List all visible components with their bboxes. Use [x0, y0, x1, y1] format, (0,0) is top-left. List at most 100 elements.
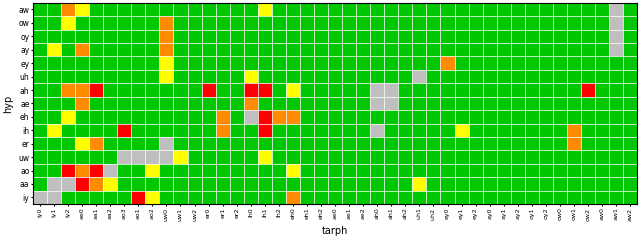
Bar	[511, 97, 525, 110]
Bar	[426, 97, 440, 110]
Bar	[202, 164, 216, 177]
Bar	[244, 150, 258, 164]
Bar	[384, 16, 398, 30]
Bar	[412, 43, 426, 56]
Bar	[384, 70, 398, 83]
Bar	[117, 30, 131, 43]
Bar	[609, 177, 623, 191]
Bar	[202, 43, 216, 56]
Bar	[159, 3, 173, 16]
Bar	[230, 191, 244, 204]
Bar	[117, 150, 131, 164]
Bar	[286, 137, 300, 150]
Bar	[272, 30, 286, 43]
Bar	[497, 70, 511, 83]
Bar	[272, 191, 286, 204]
Bar	[173, 137, 188, 150]
Bar	[426, 56, 440, 70]
Bar	[230, 70, 244, 83]
Bar	[539, 124, 553, 137]
Bar	[89, 137, 103, 150]
Bar	[47, 43, 61, 56]
Bar	[342, 191, 356, 204]
Bar	[131, 97, 145, 110]
Bar	[468, 16, 483, 30]
Bar	[426, 124, 440, 137]
Bar	[188, 137, 202, 150]
Bar	[370, 56, 384, 70]
Bar	[553, 83, 567, 97]
Bar	[370, 83, 384, 97]
Bar	[33, 124, 47, 137]
Bar	[356, 3, 370, 16]
Bar	[89, 97, 103, 110]
Bar	[61, 124, 75, 137]
Bar	[609, 30, 623, 43]
Bar	[553, 164, 567, 177]
Bar	[258, 56, 272, 70]
Bar	[567, 177, 581, 191]
Bar	[159, 177, 173, 191]
Bar	[300, 3, 314, 16]
Bar	[384, 110, 398, 124]
Bar	[412, 164, 426, 177]
Bar	[553, 191, 567, 204]
Bar	[173, 191, 188, 204]
Bar	[89, 3, 103, 16]
Bar	[47, 70, 61, 83]
Bar	[468, 97, 483, 110]
Bar	[426, 30, 440, 43]
Bar	[216, 124, 230, 137]
Bar	[553, 16, 567, 30]
Bar	[131, 164, 145, 177]
Bar	[567, 30, 581, 43]
Bar	[173, 30, 188, 43]
Bar	[553, 110, 567, 124]
Bar	[440, 43, 454, 56]
Bar	[609, 3, 623, 16]
Bar	[328, 110, 342, 124]
Bar	[539, 191, 553, 204]
Bar	[497, 3, 511, 16]
Bar	[131, 110, 145, 124]
Bar	[426, 83, 440, 97]
Bar	[188, 110, 202, 124]
Bar	[595, 137, 609, 150]
Bar	[61, 3, 75, 16]
Bar	[244, 124, 258, 137]
Bar	[117, 70, 131, 83]
Bar	[159, 97, 173, 110]
Bar	[398, 97, 412, 110]
Bar	[173, 150, 188, 164]
Bar	[173, 164, 188, 177]
Bar	[89, 124, 103, 137]
Bar	[384, 137, 398, 150]
Bar	[511, 150, 525, 164]
Bar	[342, 56, 356, 70]
Bar	[286, 191, 300, 204]
Bar	[216, 191, 230, 204]
Bar	[623, 3, 637, 16]
Bar	[539, 177, 553, 191]
Bar	[384, 191, 398, 204]
Bar	[454, 16, 468, 30]
Bar	[567, 164, 581, 177]
Bar	[384, 83, 398, 97]
Bar	[511, 16, 525, 30]
Bar	[370, 191, 384, 204]
Bar	[314, 30, 328, 43]
Bar	[244, 16, 258, 30]
Bar	[216, 16, 230, 30]
Bar	[159, 83, 173, 97]
Bar	[216, 150, 230, 164]
Bar	[483, 30, 497, 43]
Bar	[272, 43, 286, 56]
Bar	[342, 3, 356, 16]
Bar	[145, 30, 159, 43]
Bar	[188, 191, 202, 204]
Bar	[75, 150, 89, 164]
Bar	[75, 3, 89, 16]
Bar	[609, 56, 623, 70]
Bar	[159, 164, 173, 177]
Bar	[567, 137, 581, 150]
